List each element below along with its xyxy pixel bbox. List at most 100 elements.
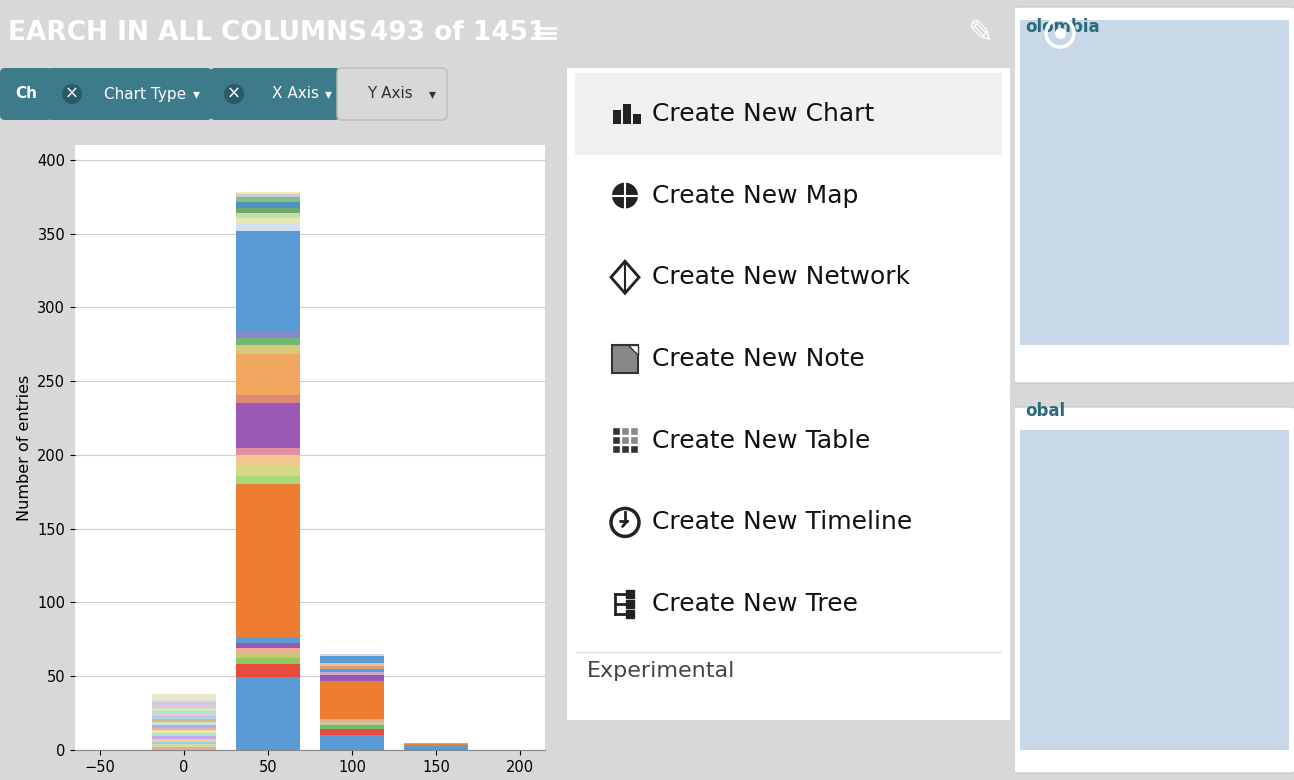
Bar <box>236 677 300 750</box>
FancyBboxPatch shape <box>562 63 1014 725</box>
Text: Create New Tree: Create New Tree <box>652 592 858 616</box>
Text: 493 of 1451: 493 of 1451 <box>370 20 546 46</box>
Bar <box>236 218 300 223</box>
Bar <box>153 714 216 716</box>
Bar <box>236 325 300 332</box>
Bar <box>153 730 216 733</box>
Text: Create New Note: Create New Note <box>652 347 864 371</box>
Text: Y Axis: Y Axis <box>367 87 413 101</box>
Bar <box>153 711 216 714</box>
Bar <box>320 722 384 725</box>
Bar <box>404 743 468 744</box>
Bar <box>630 427 638 434</box>
Bar <box>320 725 384 729</box>
Bar <box>320 668 384 672</box>
Bar <box>236 231 300 325</box>
Text: Create New Map: Create New Map <box>652 183 858 207</box>
Bar <box>153 719 216 722</box>
Bar <box>612 436 620 444</box>
Bar <box>236 194 300 197</box>
Text: Create New Chart: Create New Chart <box>652 102 875 126</box>
Text: ▾: ▾ <box>428 87 436 101</box>
Bar <box>236 395 300 403</box>
Text: ✎: ✎ <box>967 19 992 48</box>
Bar <box>153 747 216 750</box>
Bar <box>1020 430 1289 750</box>
Bar <box>153 697 216 700</box>
Bar <box>621 436 629 444</box>
Bar <box>236 448 300 455</box>
Bar <box>575 73 1002 154</box>
Bar <box>153 725 216 728</box>
Bar <box>153 744 216 747</box>
Bar <box>153 702 216 705</box>
Circle shape <box>62 84 82 104</box>
Bar <box>1020 20 1289 345</box>
Bar <box>236 202 300 208</box>
Bar <box>612 427 620 434</box>
Bar <box>621 427 629 434</box>
Bar <box>236 476 300 484</box>
Text: Experimental: Experimental <box>587 661 735 681</box>
Bar <box>236 197 300 202</box>
FancyBboxPatch shape <box>0 68 52 120</box>
Bar <box>236 643 300 648</box>
Bar <box>320 666 384 668</box>
FancyBboxPatch shape <box>336 68 446 120</box>
Text: Chart Type: Chart Type <box>104 87 186 101</box>
Bar <box>622 104 631 124</box>
Bar <box>613 110 621 124</box>
Bar <box>236 192 300 194</box>
Bar <box>153 705 216 708</box>
Bar <box>153 742 216 744</box>
Text: EARCH IN ALL COLUMNS: EARCH IN ALL COLUMNS <box>8 20 367 46</box>
Bar <box>236 345 300 354</box>
Bar <box>236 403 300 448</box>
Bar <box>153 708 216 711</box>
Bar <box>153 728 216 730</box>
Text: ×: × <box>65 85 79 103</box>
Bar <box>320 675 384 681</box>
Circle shape <box>224 84 245 104</box>
Bar <box>236 648 300 653</box>
Text: X Axis: X Axis <box>272 87 318 101</box>
Text: ×: × <box>226 85 241 103</box>
Bar <box>236 339 300 345</box>
Bar <box>153 722 216 725</box>
Bar <box>153 736 216 739</box>
Bar <box>153 716 216 719</box>
Bar <box>153 733 216 736</box>
Bar <box>153 739 216 742</box>
Bar <box>320 719 384 722</box>
Bar <box>320 672 384 675</box>
Bar <box>236 484 300 638</box>
FancyBboxPatch shape <box>210 68 340 120</box>
Text: Create New Timeline: Create New Timeline <box>652 510 912 534</box>
Text: Create New Network: Create New Network <box>652 265 910 289</box>
Text: ▾: ▾ <box>193 87 199 101</box>
Text: ▾: ▾ <box>325 87 331 101</box>
Y-axis label: Number of entries: Number of entries <box>17 374 31 520</box>
Bar <box>236 658 300 664</box>
Bar <box>236 354 300 395</box>
Text: Ch: Ch <box>16 86 38 101</box>
Bar <box>630 436 638 444</box>
Circle shape <box>611 182 639 210</box>
FancyBboxPatch shape <box>1014 407 1294 773</box>
Text: obal: obal <box>1025 402 1065 420</box>
Bar <box>153 700 216 702</box>
Bar <box>320 729 384 736</box>
Bar <box>630 445 638 452</box>
Bar <box>236 223 300 231</box>
Bar <box>612 445 620 452</box>
Bar <box>320 655 384 663</box>
FancyBboxPatch shape <box>612 345 638 373</box>
Bar <box>320 681 384 719</box>
Bar <box>404 746 468 750</box>
FancyBboxPatch shape <box>1014 7 1294 383</box>
Bar <box>236 213 300 218</box>
Bar <box>236 638 300 643</box>
Bar <box>320 663 384 666</box>
Bar <box>236 332 300 339</box>
Polygon shape <box>628 345 638 355</box>
